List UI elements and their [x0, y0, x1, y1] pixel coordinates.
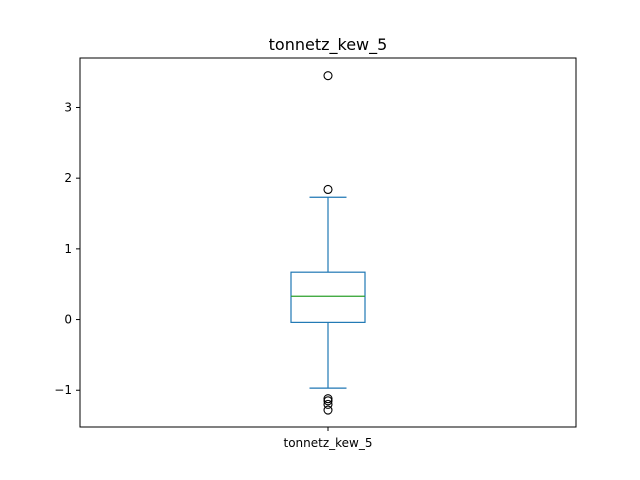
iqr-box	[290, 271, 366, 323]
outlier-point	[323, 184, 333, 195]
y-tick-label: 3	[64, 100, 72, 114]
chart-title: tonnetz_kew_5	[269, 35, 388, 55]
plot-area	[290, 71, 366, 415]
outlier-point	[323, 399, 333, 409]
outlier-point	[323, 405, 333, 415]
x-tick-label: tonnetz_kew_5	[284, 436, 373, 450]
y-tick-label: −1	[54, 383, 72, 397]
y-tick-label: 0	[64, 313, 72, 327]
axes: −1 0 1 2 3 tonnetz_kew_5	[54, 57, 577, 450]
y-tick-label: 2	[64, 171, 72, 185]
outlier-point	[323, 396, 333, 406]
y-tick-label: 1	[64, 242, 72, 256]
outlier-point	[323, 71, 333, 81]
